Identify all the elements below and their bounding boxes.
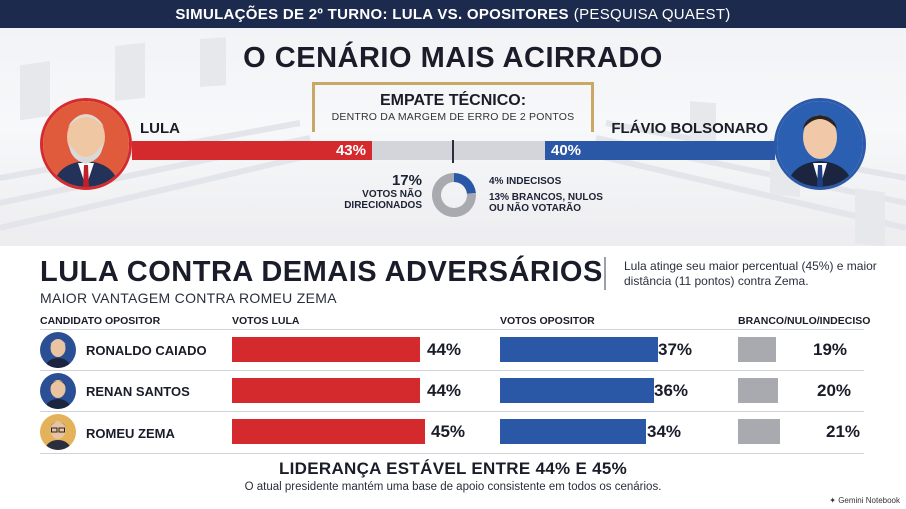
col-header-blank: BRANCO/NULO/INDECISO <box>738 315 871 327</box>
scenario-headline: O CENÁRIO MAIS ACIRRADO <box>243 42 663 74</box>
brand-name: Gemini Notebook <box>838 496 900 505</box>
tie-subtitle: DENTRO DA MARGEM DE ERRO DE 2 PONTOS <box>331 111 575 123</box>
donut-slice-blank <box>432 173 476 217</box>
tie-frame <box>312 82 594 132</box>
col-header-lula: VOTOS LULA <box>232 315 300 327</box>
blank-legend-line-2: OU NÃO VOTARÃO <box>489 203 582 214</box>
section-note: Lula atinge seu maior percentual (45%) e… <box>624 259 877 288</box>
blank-legend-line-1: 13% BRANCOS, NULOS <box>489 192 603 203</box>
zema-avatar <box>40 414 76 450</box>
row-lula-bar <box>232 419 425 444</box>
row-lula-value: 44% <box>427 340 462 359</box>
row-blank-bar <box>738 378 778 403</box>
note-divider <box>604 257 606 290</box>
banner-title: SIMULAÇÕES DE 2º TURNO: LULA VS. OPOSITO… <box>175 5 569 23</box>
stadium-background <box>0 37 906 246</box>
lula-portrait <box>40 98 132 190</box>
row-blank-value: 19% <box>813 340 848 359</box>
undirected-votes: 17% VOTOS NÃO DIRECIONADOS <box>340 172 422 211</box>
lula-bar: 43% <box>132 141 372 160</box>
footer-subtitle: O atual presidente mantém uma base de ap… <box>244 481 662 493</box>
midpoint-marker <box>452 140 454 163</box>
undirected-donut <box>432 173 476 217</box>
blank-legend: 13% BRANCOS, NULOS OU NÃO VOTARÃO <box>489 192 609 214</box>
undirected-label-2: DIRECIONADOS <box>344 200 422 211</box>
undirected-bar <box>372 141 545 160</box>
row-opponent-bar <box>500 337 658 362</box>
brand-credit: ✦ Gemini Notebook <box>829 496 900 505</box>
donut-slice-undecided <box>454 173 476 194</box>
row-blank-bar <box>738 419 780 444</box>
sparkle-icon: ✦ <box>829 496 839 505</box>
undirected-pct: 17% <box>391 172 422 189</box>
flavio-bar: 40% <box>545 141 775 160</box>
col-header-candidate: CANDIDATO OPOSITOR <box>40 315 161 327</box>
table-divider <box>40 329 864 330</box>
top-banner: SIMULAÇÕES DE 2º TURNO: LULA VS. OPOSITO… <box>0 0 906 28</box>
section-subtitle: MAIOR VANTAGEM CONTRA ROMEU ZEMA <box>40 290 337 306</box>
section-title: LULA CONTRA DEMAIS ADVERSÁRIOS <box>40 256 603 288</box>
table-divider <box>40 453 864 454</box>
row-opponent-value: 36% <box>654 381 689 400</box>
col-header-opponent: VOTOS OPOSITOR <box>500 315 595 327</box>
row-blank-value: 21% <box>826 422 861 441</box>
row-lula-bar <box>232 337 420 362</box>
row-lula-value: 44% <box>427 381 462 400</box>
santos-avatar <box>40 373 76 409</box>
row-blank-value: 20% <box>817 381 852 400</box>
table-divider <box>40 370 864 371</box>
flavio-pct: 40% <box>551 142 582 159</box>
row-opponent-bar <box>500 419 646 444</box>
row-lula-value: 45% <box>431 422 466 441</box>
row-opponent-value: 34% <box>647 422 682 441</box>
row-candidate-name: ROMEU ZEMA <box>86 426 175 441</box>
footer-title: LIDERANÇA ESTÁVEL ENTRE 44% E 45% <box>278 459 628 478</box>
undecided-legend: 4% INDECISOS <box>489 176 562 187</box>
row-opponent-value: 37% <box>658 340 693 359</box>
lula-name: LULA <box>140 120 180 137</box>
banner-source: (PESQUISA QUAEST) <box>573 5 731 23</box>
table-divider <box>40 411 864 412</box>
row-candidate-name: RENAN SANTOS <box>86 384 190 399</box>
row-lula-bar <box>232 378 420 403</box>
flavio-name: FLÁVIO BOLSONARO <box>611 120 768 137</box>
caiado-avatar <box>40 332 76 368</box>
lula-pct: 43% <box>335 142 366 159</box>
tie-title: EMPATE TÉCNICO: <box>379 92 527 109</box>
flavio-portrait <box>774 98 866 190</box>
undirected-label-1: VOTOS NÃO <box>362 189 422 200</box>
row-blank-bar <box>738 337 776 362</box>
row-candidate-name: RONALDO CAIADO <box>86 343 207 358</box>
tie-box: EMPATE TÉCNICO: DENTRO DA MARGEM DE ERRO… <box>330 92 576 123</box>
row-opponent-bar <box>500 378 654 403</box>
